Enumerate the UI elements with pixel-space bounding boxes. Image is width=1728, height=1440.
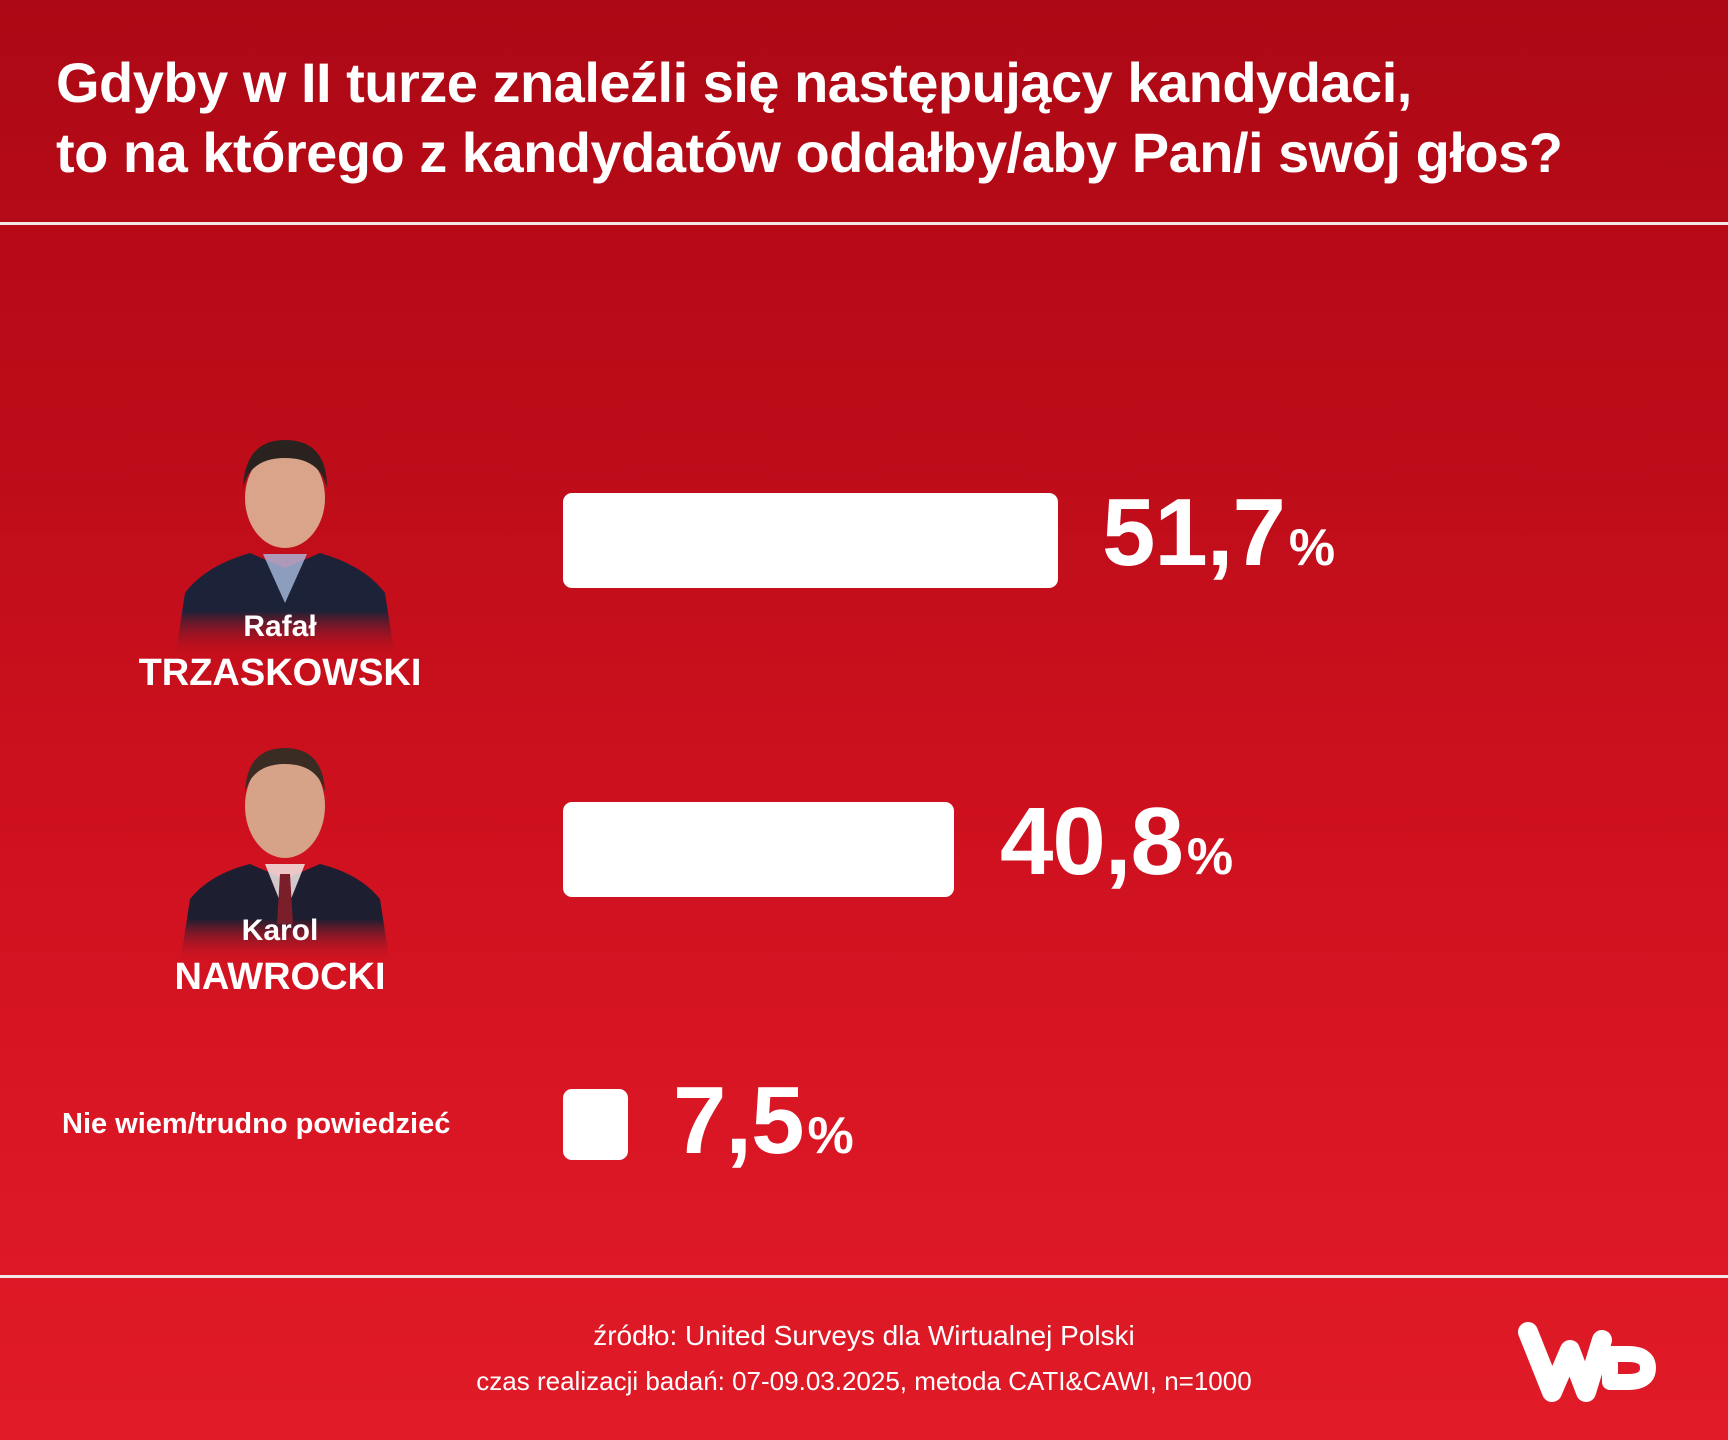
- candidate-first-name: Karol: [241, 914, 319, 947]
- title-line-1: Gdyby w II turze znaleźli się następując…: [56, 51, 1412, 114]
- candidate-last-name: TRZASKOWSKI: [138, 652, 422, 694]
- value-label: 7,5%: [673, 1067, 854, 1174]
- bar-nawrocki: [563, 802, 954, 897]
- source-text: źródło: United Surveys dla Wirtualnej Po…: [593, 1320, 1135, 1351]
- title-line-2: to na którego z kandydatów oddałby/aby P…: [56, 121, 1563, 184]
- value-label: 40,8%: [1000, 788, 1234, 895]
- candidate-last-name: NAWROCKI: [174, 956, 386, 998]
- chart-title: Gdyby w II turze znaleźli się następując…: [56, 48, 1696, 188]
- bar-undecided: [563, 1089, 628, 1160]
- value-label: 51,7%: [1102, 479, 1336, 586]
- candidate-first-name: Rafał: [243, 610, 317, 643]
- bar-trzaskowski: [563, 493, 1058, 588]
- portrait-photo-icon: [180, 748, 390, 964]
- header-divider: [0, 222, 1728, 225]
- footer-divider: [0, 1275, 1728, 1278]
- portrait-photo-icon: [175, 440, 395, 658]
- undecided-label: Nie wiem/trudno powiedzieć: [62, 1108, 451, 1140]
- wp-logo-icon: [1518, 1322, 1656, 1402]
- method-text: czas realizacji badań: 07-09.03.2025, me…: [476, 1366, 1252, 1396]
